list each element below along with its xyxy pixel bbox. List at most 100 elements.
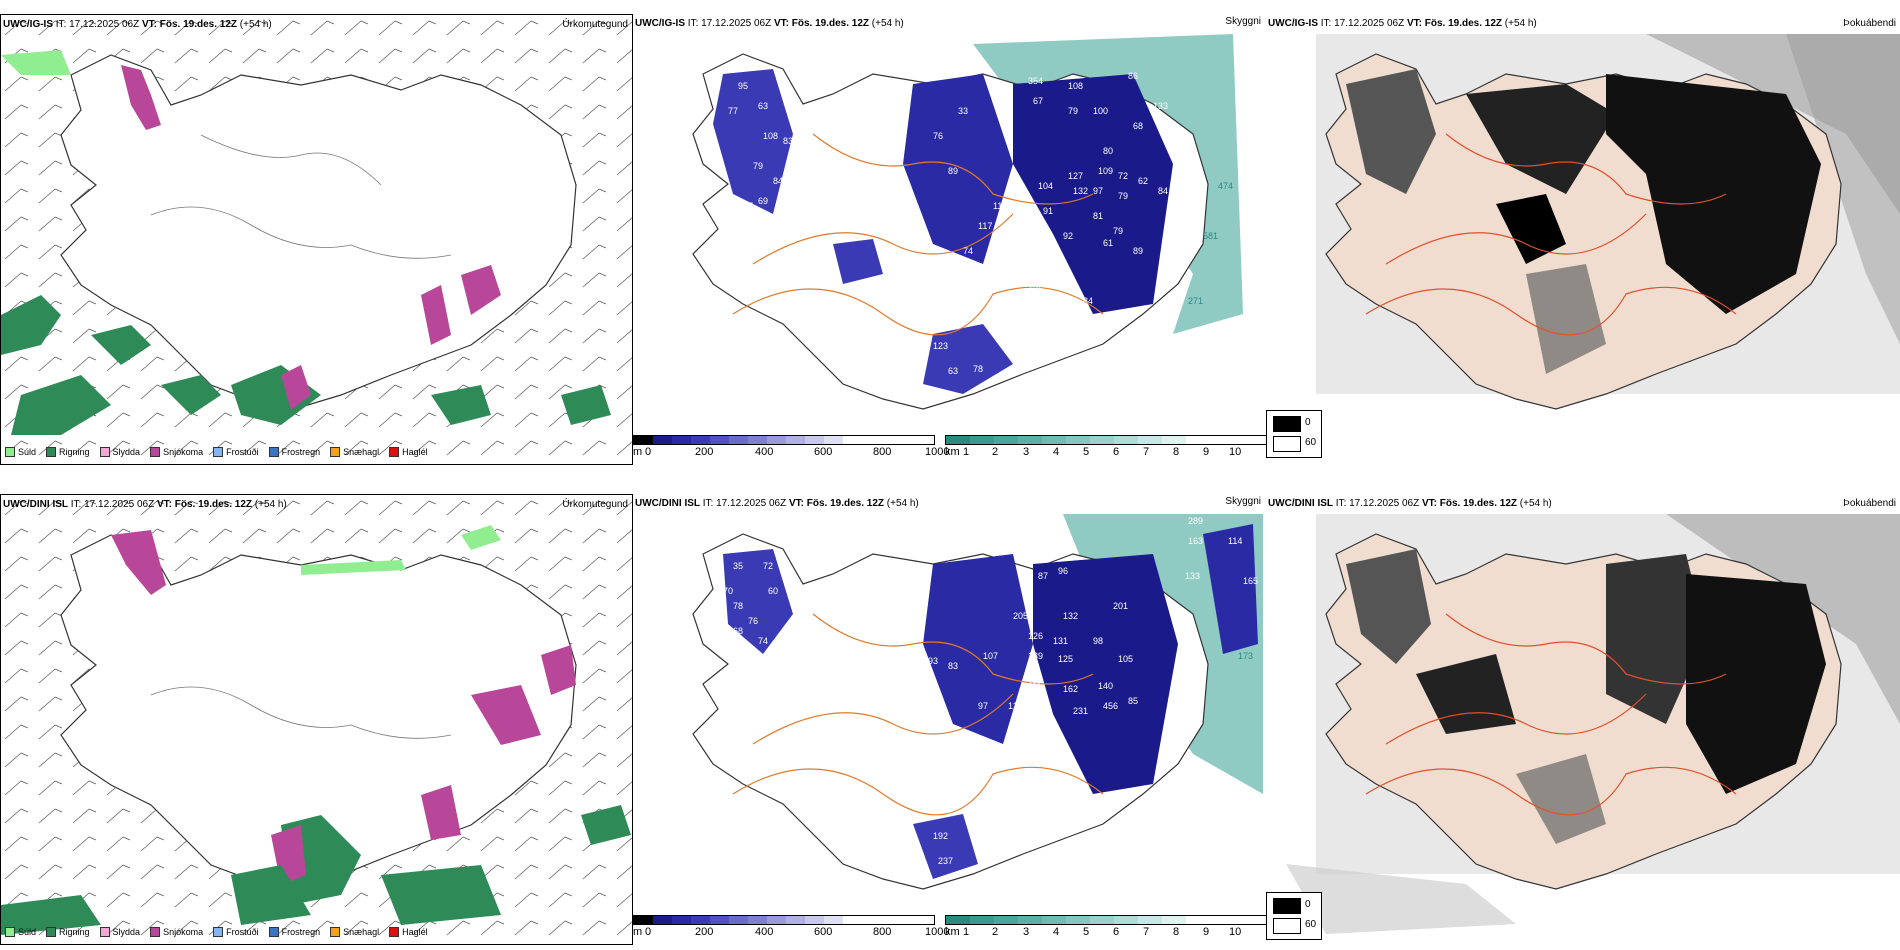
ceiling-areas: [723, 524, 1258, 879]
panel-variable: Úrkomutegund: [562, 499, 628, 510]
vis-label: 474: [1218, 181, 1233, 191]
vis-label: 79: [1068, 106, 1078, 116]
vis-label: 105: [1118, 654, 1133, 664]
vis-label: 76: [748, 616, 758, 626]
vis-label: 78: [973, 364, 983, 374]
vis-label: 86: [1128, 71, 1138, 81]
vis-label: 60: [768, 586, 778, 596]
legend-item: Rigning: [46, 927, 90, 937]
visibility-colorbar: [945, 915, 1266, 925]
vis-label: 216: [1033, 698, 1048, 708]
cloud-map: 35 72 70 78 60 76 68 74 18 87 96 289 163…: [692, 514, 1263, 890]
swatch: [330, 927, 341, 937]
panel-variable: Þokuábendi: [1843, 18, 1896, 29]
vis-label: 85: [1128, 696, 1138, 706]
vis-label: 83: [948, 661, 958, 671]
fog-panel-top: UWC/IG-IS IT: 17.12.2025 06Z VT: Fös. 19…: [1266, 14, 1900, 465]
vis-label: 108: [1068, 81, 1083, 91]
panel-variable: Úrkomutegund: [562, 19, 628, 30]
vis-label: 114: [1228, 536, 1242, 546]
vis-label: 84: [1158, 186, 1168, 196]
vis-label: 67: [1033, 96, 1043, 106]
vis-label: 89: [948, 166, 958, 176]
vis-label: 77: [728, 106, 738, 116]
vis-label: 289: [1188, 516, 1203, 526]
panel-title: UWC/IG-IS IT: 17.12.2025 06Z VT: Fös. 19…: [635, 18, 904, 29]
cloud-map: 95 77 63 108 83 79 84 69 107 63 33 76 89…: [692, 34, 1243, 410]
vis-label: 192: [933, 831, 948, 841]
vis-label: 98: [1093, 636, 1103, 646]
vis-label: 72: [763, 561, 773, 571]
vis-label: 62: [1138, 176, 1148, 186]
vis-label: 111: [1028, 681, 1042, 691]
swatch-black: [1273, 416, 1301, 432]
vis-label: 581: [1203, 231, 1218, 241]
vis-label: 61: [1103, 238, 1113, 248]
legend-item: Frostregn: [268, 447, 320, 457]
vis-label: 35: [941, 391, 951, 401]
vis-label: 126: [1028, 631, 1043, 641]
precip-areas: [1, 50, 611, 435]
swatch: [213, 447, 224, 457]
vis-label: 74: [963, 246, 973, 256]
vis-label: 78: [733, 601, 743, 611]
vis-label: 117: [978, 221, 992, 231]
precip-map: [1, 15, 632, 464]
vis-label: 162: [1063, 684, 1078, 694]
vis-label: 74: [758, 636, 768, 646]
vis-label: 89: [1053, 261, 1063, 271]
precip-legend: Súld Rigning Slydda Snjókoma Frostúði Fr…: [5, 927, 428, 937]
vis-label: 95: [738, 81, 748, 91]
swatch: [268, 927, 279, 937]
vis-label: 109: [1098, 166, 1113, 176]
vis-label: 104: [1038, 181, 1053, 191]
panel-title: UWC/IG-IS IT: 17.12.2025 06Z VT: Fös. 19…: [1268, 18, 1537, 29]
vis-label: 81: [1093, 211, 1103, 221]
vis-label: 124: [1008, 701, 1023, 711]
vis-label: 123: [933, 341, 948, 351]
panel-variable: Þokuábendi: [1843, 498, 1896, 509]
swatch: [389, 927, 400, 937]
ceiling-colorbar: [633, 435, 935, 445]
swatch: [150, 447, 161, 457]
vis-label: 127: [1068, 171, 1083, 181]
vis-label: 72: [1118, 171, 1128, 181]
legend-item: Snæhagl: [330, 447, 379, 457]
vis-label: 91: [1043, 206, 1053, 216]
vis-label: 139: [1028, 651, 1043, 661]
vis-label: 201: [1113, 601, 1128, 611]
vis-label: 70: [723, 586, 733, 596]
vis-label: 237: [938, 856, 953, 866]
vis-label: 101: [1013, 296, 1028, 306]
legend-item: Rigning: [46, 447, 90, 457]
vis-label: 354: [1028, 76, 1043, 86]
vis-label: 68: [1068, 321, 1078, 331]
vis-label: 132: [1058, 751, 1073, 761]
precip-legend: Súld Rigning Slydda Snjókoma Frostúði Fr…: [5, 447, 428, 457]
visibility-colorbar: [945, 435, 1266, 445]
vis-label: 456: [1103, 701, 1118, 711]
vis-label: 133: [1153, 101, 1168, 111]
vis-label: 132: [1063, 611, 1078, 621]
vis-label: 68: [733, 626, 743, 636]
vis-label: 97: [1093, 186, 1103, 196]
legend-item: Slydda: [99, 927, 140, 937]
swatch-white: [1273, 918, 1301, 934]
fog-legend-bottom: 0 60: [1266, 892, 1322, 940]
vis-label: 132: [1028, 281, 1043, 291]
vis-label: 33: [958, 106, 968, 116]
vis-label: 87: [1038, 571, 1048, 581]
fog-map: [1286, 514, 1900, 934]
vis-label: 108: [1033, 741, 1048, 751]
legend-item: Snjókoma: [150, 927, 203, 937]
visibility-cells: [945, 915, 1266, 925]
ceiling-cells: [633, 915, 935, 925]
vis-label: 63: [773, 221, 783, 231]
ceiling-cells: [633, 435, 935, 445]
swatch: [99, 447, 110, 457]
vis-label: 140: [1098, 681, 1113, 691]
vis-label: 79: [753, 161, 763, 171]
vis-label: 116: [993, 201, 1007, 211]
vis-label: 107: [738, 201, 753, 211]
vis-label: 231: [1073, 706, 1088, 716]
